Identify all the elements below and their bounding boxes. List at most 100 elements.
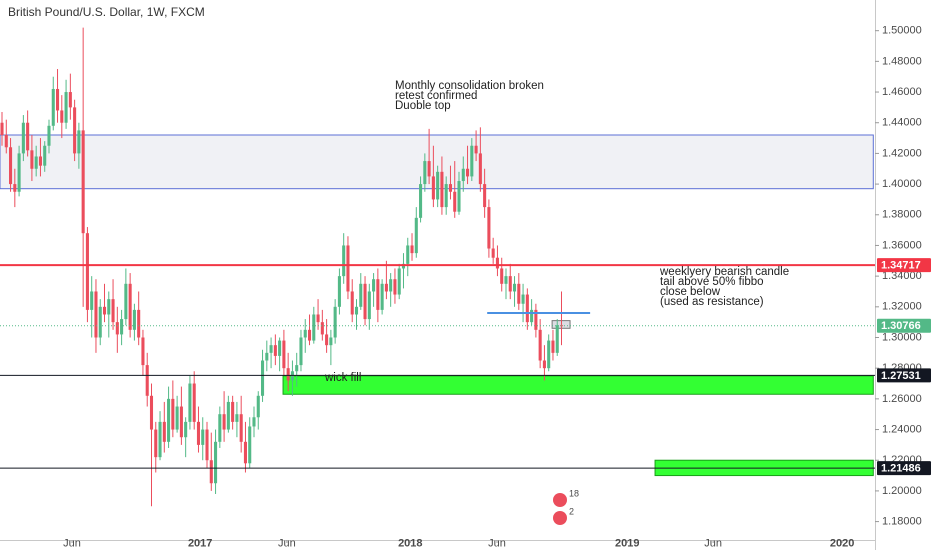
- price-axis: [875, 0, 932, 550]
- candle-body: [440, 171, 444, 208]
- candle-body: [64, 92, 68, 123]
- candle-body: [179, 406, 183, 438]
- candle-body: [107, 299, 111, 315]
- candle-body: [214, 441, 218, 484]
- candle-body: [243, 441, 247, 464]
- annotation: retest confirmed: [395, 90, 477, 102]
- candle-body: [81, 130, 85, 234]
- candle-body: [474, 145, 478, 154]
- y-tick-label: 1.24000: [882, 423, 922, 435]
- y-tick-label: 1.30000: [882, 331, 922, 343]
- candle-body: [431, 176, 435, 200]
- candle-body: [303, 329, 307, 338]
- candle-body: [414, 217, 418, 254]
- candle-body: [261, 360, 265, 396]
- candle-body: [461, 168, 465, 182]
- price-label-box: [877, 258, 931, 273]
- y-tick-label: 1.20000: [882, 485, 922, 497]
- candle-body: [231, 401, 235, 422]
- candle-body: [26, 122, 30, 151]
- candle-body: [286, 368, 290, 381]
- candle-body: [30, 150, 34, 169]
- candle-body: [137, 309, 141, 338]
- y-tick-label: 1.46000: [882, 86, 922, 98]
- candle-body: [102, 306, 107, 315]
- candle-body: [13, 184, 17, 192]
- x-tick-label: Jun: [488, 537, 506, 549]
- candle-body: [282, 340, 286, 369]
- candle-body: [346, 245, 350, 292]
- candle-body: [205, 429, 209, 461]
- candle-body: [51, 88, 55, 126]
- candle-body: [115, 322, 119, 335]
- candle-body: [320, 322, 324, 335]
- candle-body: [120, 319, 124, 335]
- candle-body: [406, 245, 410, 264]
- candle-body: [273, 345, 277, 356]
- candle-body: [470, 145, 474, 177]
- candle-body: [500, 268, 504, 284]
- candle-body: [483, 184, 487, 208]
- y-tick-label: 1.26000: [882, 393, 922, 405]
- candle-body: [21, 122, 25, 154]
- event-icon[interactable]: [553, 511, 567, 525]
- candle-body: [145, 365, 149, 396]
- event-icon[interactable]: [553, 493, 567, 507]
- candle-body: [397, 268, 401, 295]
- candle-body: [209, 460, 213, 484]
- y-tick-label: 1.38000: [882, 209, 922, 221]
- candle-body: [312, 314, 316, 341]
- candle-body: [329, 337, 333, 346]
- candle-body: [427, 161, 431, 177]
- candle-body: [342, 245, 346, 277]
- candle-body: [504, 276, 508, 284]
- zone: [282, 375, 874, 395]
- candle-body: [410, 245, 414, 254]
- candle-body: [0, 122, 4, 135]
- candle-body: [337, 276, 341, 307]
- event-icons[interactable]: 18 2: [553, 488, 579, 525]
- candle-body: [487, 207, 491, 249]
- candle-body: [184, 421, 188, 438]
- candle-body: [436, 171, 440, 200]
- candle-body: [158, 421, 162, 458]
- y-tick-label: 1.32000: [882, 301, 922, 313]
- candle-body: [555, 325, 559, 353]
- candle-body: [376, 279, 380, 310]
- candle-body: [171, 398, 175, 430]
- candle-body: [299, 337, 303, 366]
- candle-body: [354, 306, 359, 315]
- candle-body: [389, 279, 393, 292]
- candle-body: [384, 283, 388, 292]
- price-label: 1.30766: [881, 320, 921, 332]
- candle-body: [222, 414, 226, 430]
- annotation: tail above 50% fibbo: [660, 276, 764, 288]
- candle-body: [466, 168, 470, 177]
- candle-body: [551, 340, 555, 353]
- candle-body: [478, 153, 482, 185]
- candle-body: [333, 306, 337, 338]
- candle-body: [235, 414, 239, 422]
- annotation: close below: [660, 286, 721, 298]
- x-tick-label: Jun: [704, 537, 722, 549]
- candle-body: [196, 421, 201, 445]
- candle-body: [542, 360, 546, 369]
- candle-body: [380, 283, 384, 310]
- candle-body: [423, 161, 427, 185]
- price-label: 1.21486: [881, 463, 921, 475]
- price-label-box: [877, 461, 931, 476]
- candle-body: [525, 294, 529, 323]
- x-tick-label: Jun: [63, 537, 81, 549]
- candle-body: [359, 283, 363, 307]
- annotation: wick fill: [324, 372, 361, 384]
- candle-body: [128, 283, 132, 330]
- candle-body: [162, 421, 166, 442]
- candle-body: [149, 395, 154, 430]
- candle-body: [201, 429, 205, 445]
- candle-body: [17, 153, 21, 192]
- candle-body: [256, 395, 260, 418]
- candle-body: [90, 291, 94, 310]
- candle-body: [124, 283, 128, 320]
- y-tick-label: 1.42000: [882, 147, 922, 159]
- candle-body: [218, 414, 222, 442]
